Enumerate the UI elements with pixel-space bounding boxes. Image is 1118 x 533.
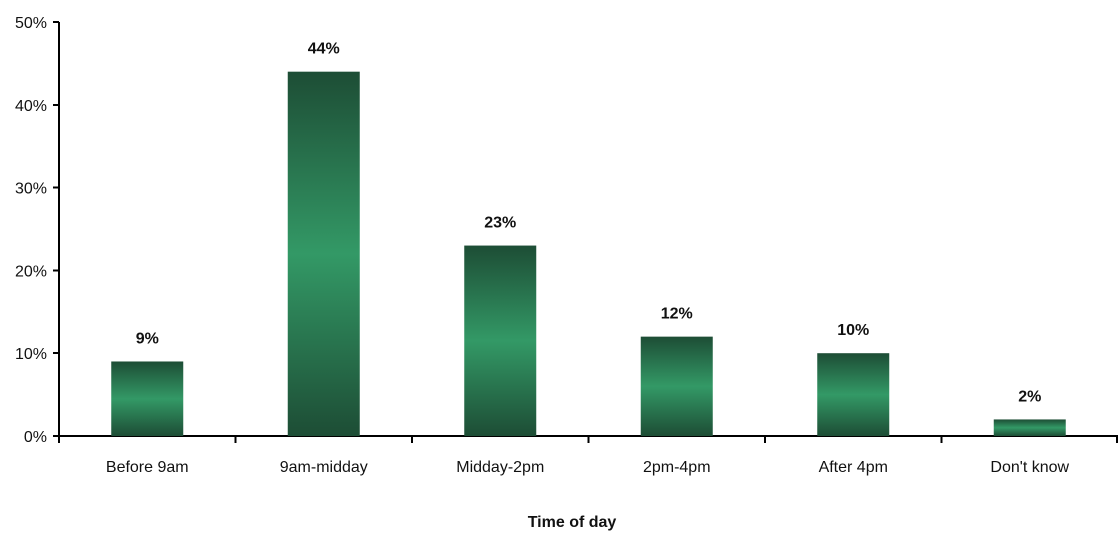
bar-5 xyxy=(993,419,1066,436)
bar-0 xyxy=(111,361,184,436)
x-axis-title: Time of day xyxy=(528,514,617,531)
x-tick-label: After 4pm xyxy=(819,459,888,476)
x-axis: Before 9am 9am-midday Midday-2pm 2pm-4pm Aft… xyxy=(58,435,1118,476)
y-axis: 0% 10% 20% 30% 40% 50% xyxy=(15,15,60,446)
y-tick-label: 10% xyxy=(15,346,47,363)
data-label-1: 44% xyxy=(308,41,340,58)
y-tick-label: 40% xyxy=(15,98,47,115)
data-label-4: 10% xyxy=(837,322,869,339)
y-tick-label: 20% xyxy=(15,263,47,280)
data-label-0: 9% xyxy=(136,330,159,347)
bar-2 xyxy=(464,245,537,436)
x-tick-label: Midday-2pm xyxy=(456,459,544,476)
data-label-2: 23% xyxy=(484,215,516,232)
bars xyxy=(111,71,1066,437)
bar-3 xyxy=(640,336,713,436)
y-tick-label: 50% xyxy=(15,15,47,32)
data-label-5: 2% xyxy=(1018,388,1041,405)
x-tick-label: 9am-midday xyxy=(280,459,368,476)
y-tick-label: 0% xyxy=(24,429,47,446)
bar-1 xyxy=(287,71,360,437)
bar-4 xyxy=(817,353,890,436)
x-tick-label: Don't know xyxy=(990,459,1069,476)
data-labels: 9% 44% 23% 12% 10% 2% xyxy=(136,41,1042,406)
data-label-3: 12% xyxy=(661,306,693,323)
x-tick-label: 2pm-4pm xyxy=(643,459,711,476)
x-tick-label: Before 9am xyxy=(106,459,189,476)
y-tick-label: 30% xyxy=(15,181,47,198)
